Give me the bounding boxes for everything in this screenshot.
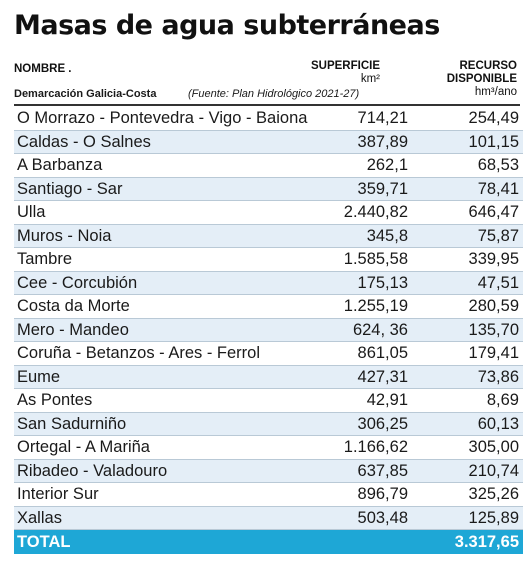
- row-resource: 47,51: [412, 271, 523, 295]
- row-surface: 387,89: [306, 130, 412, 154]
- header-divider: [14, 104, 520, 106]
- row-resource: 280,59: [412, 294, 523, 319]
- table-row: Santiago - Sar 359,71 78,41: [14, 177, 523, 201]
- table-row: Coruña - Betanzos - Ares - Ferrol 861,05 1…: [14, 341, 523, 366]
- row-name: As Pontes: [14, 388, 306, 413]
- surface-column-header: SUPERFICIE km²: [311, 60, 380, 86]
- table-row: Tambre 1.585,58 339,95: [14, 247, 523, 272]
- row-name: San Sadurniño: [14, 412, 306, 436]
- row-name: Costa da Morte: [14, 294, 306, 319]
- row-surface: 359,71: [306, 177, 412, 201]
- table-row: Ribadeo - Valadouro 637,85 210,74: [14, 459, 523, 483]
- total-surface: [306, 529, 412, 554]
- row-surface: 503,48: [306, 506, 412, 530]
- row-name: Tambre: [14, 247, 306, 272]
- source-note: (Fuente: Plan Hidrológico 2021-27): [188, 88, 360, 100]
- row-name: O Morrazo - Pontevedra - Vigo - Baiona: [14, 107, 307, 131]
- row-name: A Barbanza: [14, 153, 306, 178]
- row-resource: 254,49: [412, 107, 523, 131]
- row-name: Eume: [14, 365, 306, 389]
- row-surface: 427,31: [306, 365, 412, 389]
- row-surface: 42,91: [306, 388, 412, 413]
- page-title: Masas de agua subterráneas: [14, 10, 440, 41]
- table-row: Caldas - O Salnes 387,89 101,15: [14, 130, 523, 154]
- table-row: O Morrazo - Pontevedra - Vigo - Baiona 71…: [14, 107, 523, 131]
- table-row: Cee - Corcubión 175,13 47,51: [14, 271, 523, 295]
- table-row: Mero - Mandeo 624, 36 135,70: [14, 318, 523, 342]
- row-resource: 305,00: [412, 435, 523, 460]
- row-surface: 637,85: [306, 459, 412, 483]
- row-name: Coruña - Betanzos - Ares - Ferrol: [14, 341, 306, 366]
- row-surface: 624, 36: [306, 318, 412, 342]
- row-name: Cee - Corcubión: [14, 271, 306, 295]
- row-name: Mero - Mandeo: [14, 318, 306, 342]
- row-name: Caldas - O Salnes: [14, 130, 306, 154]
- row-resource: 325,26: [412, 482, 523, 507]
- row-resource: 101,15: [412, 130, 523, 154]
- row-resource: 339,95: [412, 247, 523, 272]
- table-row: As Pontes 42,91 8,69: [14, 388, 523, 413]
- row-surface: 1.255,19: [306, 294, 412, 319]
- row-resource: 78,41: [412, 177, 523, 201]
- name-column-header: NOMBRE .: [14, 63, 72, 75]
- row-name: Xallas: [14, 506, 306, 530]
- surface-column-label: SUPERFICIE: [310, 60, 380, 72]
- row-resource: 73,86: [412, 365, 523, 389]
- row-surface: 1.585,58: [306, 247, 412, 272]
- table-body: O Morrazo - Pontevedra - Vigo - Baiona 71…: [14, 107, 523, 554]
- row-surface: 896,79: [306, 482, 412, 507]
- row-surface: 2.440,82: [306, 200, 412, 225]
- table-row: Eume 427,31 73,86: [14, 365, 523, 389]
- row-resource: 135,70: [412, 318, 523, 342]
- row-resource: 68,53: [412, 153, 523, 178]
- total-resource: 3.317,65: [412, 529, 523, 554]
- resource-column-header: RECURSO DISPONIBLE hm³/ano: [407, 60, 517, 99]
- row-name: Ulla: [14, 200, 306, 225]
- row-surface: 306,25: [306, 412, 412, 436]
- water-bodies-table: O Morrazo - Pontevedra - Vigo - Baiona 71…: [14, 107, 523, 554]
- row-resource: 125,89: [412, 506, 523, 530]
- demarcation-label: Demarcación Galicia-Costa: [14, 88, 157, 100]
- table-row: Muros - Noia 345,8 75,87: [14, 224, 523, 248]
- row-name: Santiago - Sar: [14, 177, 306, 201]
- table-row: Costa da Morte 1.255,19 280,59: [14, 294, 523, 319]
- row-surface: 861,05: [306, 341, 412, 366]
- row-resource: 8,69: [412, 388, 523, 413]
- table-row: Xallas 503,48 125,89: [14, 506, 523, 530]
- table-row: San Sadurniño 306,25 60,13: [14, 412, 523, 436]
- row-name: Ortegal - A Mariña: [14, 435, 306, 460]
- total-label: TOTAL: [14, 529, 306, 554]
- row-surface: 1.166,62: [306, 435, 412, 460]
- resource-unit: hm³/ano: [474, 86, 517, 98]
- row-surface: 262,1: [306, 153, 412, 178]
- total-row: TOTAL 3.317,65: [14, 529, 523, 554]
- table-row: Ortegal - A Mariña 1.166,62 305,00: [14, 435, 523, 460]
- row-resource: 60,13: [412, 412, 523, 436]
- row-name: Ribadeo - Valadouro: [14, 459, 306, 483]
- table-row: Ulla 2.440,82 646,47: [14, 200, 523, 225]
- row-resource: 179,41: [412, 341, 523, 366]
- row-resource: 646,47: [412, 200, 523, 225]
- row-surface: 175,13: [306, 271, 412, 295]
- table-row: Interior Sur 896,79 325,26: [14, 482, 523, 507]
- resource-column-label: RECURSO DISPONIBLE: [446, 60, 517, 85]
- table-row: A Barbanza 262,1 68,53: [14, 153, 523, 178]
- row-resource: 210,74: [412, 459, 523, 483]
- row-resource: 75,87: [412, 224, 523, 248]
- row-name: Muros - Noia: [14, 224, 306, 248]
- row-surface: 345,8: [306, 224, 412, 248]
- row-surface: 714,21: [306, 107, 412, 131]
- row-name: Interior Sur: [14, 482, 306, 507]
- surface-unit: km²: [360, 73, 380, 85]
